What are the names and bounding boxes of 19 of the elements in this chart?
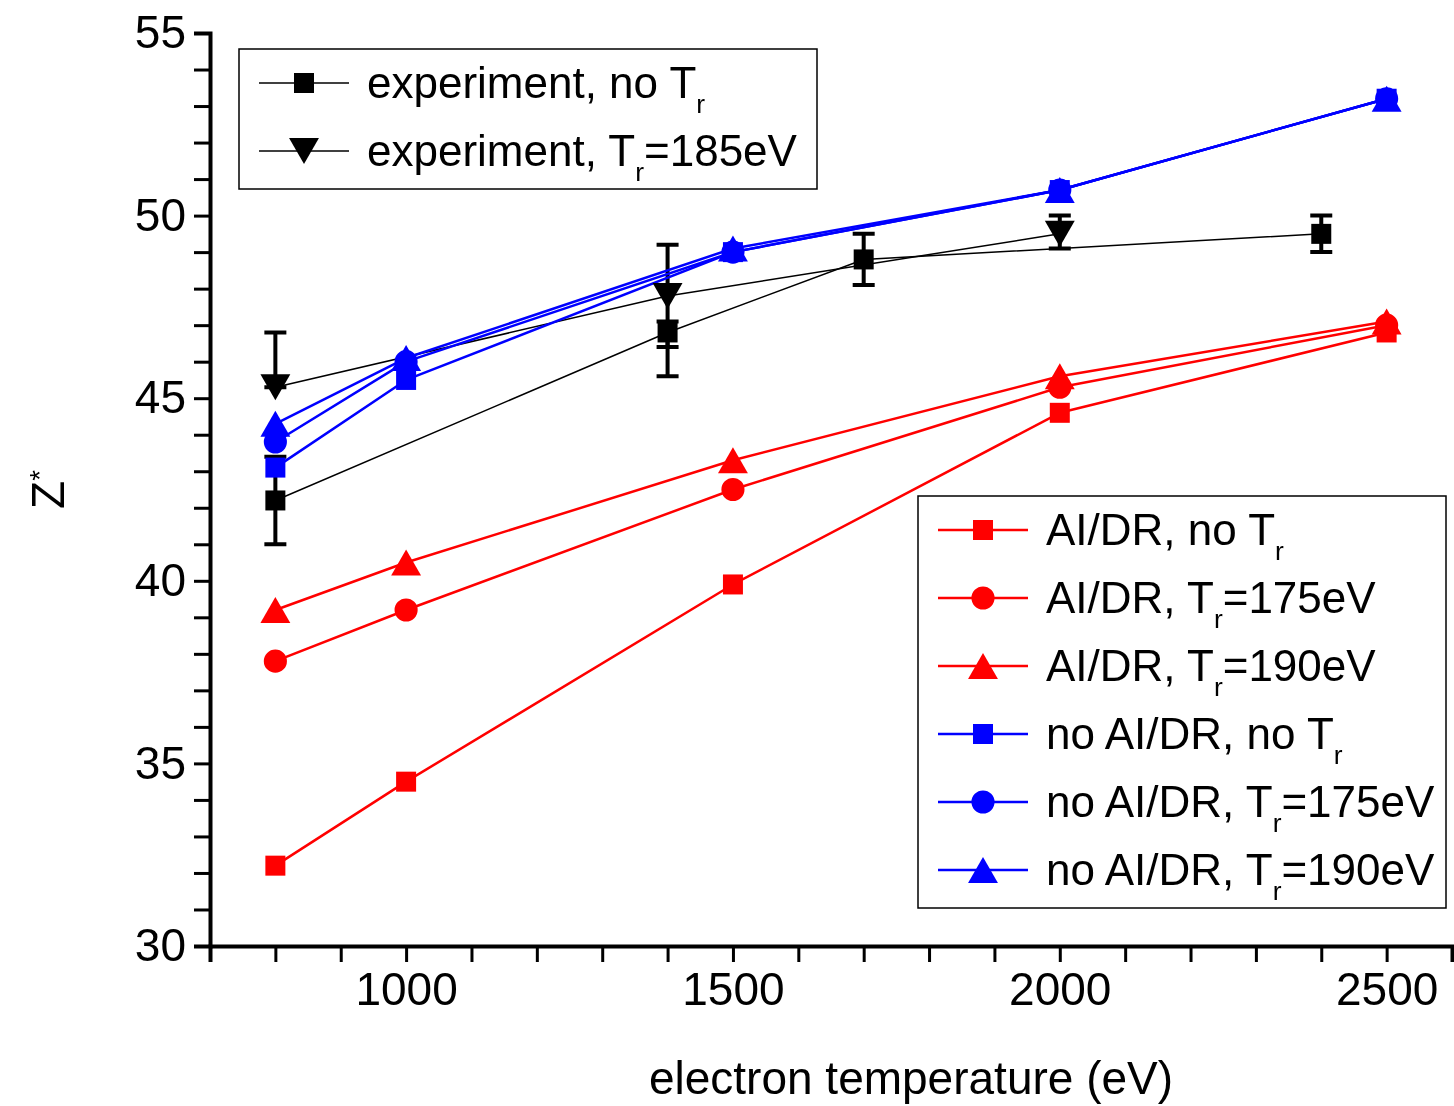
y-tick-label: 35 bbox=[134, 736, 186, 789]
x-tick-label: 1500 bbox=[682, 962, 785, 1015]
x-tick-label: 2000 bbox=[1009, 962, 1112, 1015]
y-tick-label: 45 bbox=[134, 371, 186, 424]
legend-label: AI/DR, T$_{r}$=190eV bbox=[1046, 641, 1377, 702]
legend-label: AI/DR, T$_{r}$=175eV bbox=[1046, 573, 1377, 634]
legend-label: AI/DR, no T$_{r}$ bbox=[1046, 505, 1285, 566]
y-tick-label: 40 bbox=[134, 554, 186, 607]
legend-label: no AI/DR, no T$_{r}$ bbox=[1046, 709, 1343, 770]
legend-label: experiment, T$_{r}$=185eV bbox=[367, 126, 798, 187]
x-tick-label: 2500 bbox=[1335, 962, 1439, 1015]
y-tick-label: 30 bbox=[134, 919, 186, 972]
x-axis-title: electron temperature (eV) bbox=[648, 1052, 1174, 1104]
x-tick-label: 1000 bbox=[355, 962, 458, 1015]
y-tick-label: 55 bbox=[134, 6, 186, 59]
legend-label: no AI/DR, T$_{r}$=190eV bbox=[1046, 845, 1435, 906]
y-tick-label: 50 bbox=[134, 188, 186, 241]
legend-label: experiment, no T$_{r}$ bbox=[367, 58, 706, 119]
legend-label: no AI/DR, T$_{r}$=175eV bbox=[1046, 777, 1435, 838]
